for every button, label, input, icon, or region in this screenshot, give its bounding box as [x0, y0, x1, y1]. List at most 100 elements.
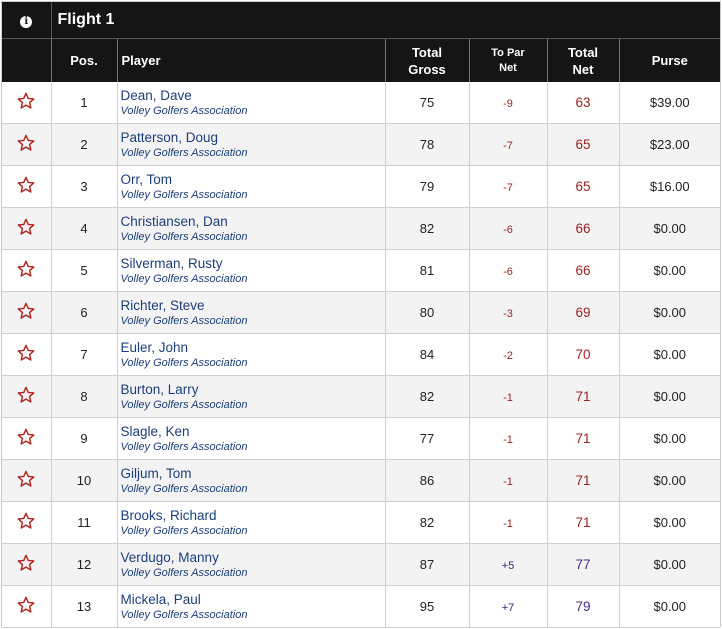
total-net-value: 79	[575, 599, 591, 614]
purse-cell: $0.00	[619, 249, 721, 292]
player-name-link[interactable]: Brooks, Richard	[120, 508, 217, 523]
table-row: 9 Slagle, Ken Volley Golfers Association…	[2, 417, 721, 460]
purse-cell: $0.00	[619, 291, 721, 334]
star-icon[interactable]	[16, 385, 36, 405]
player-name-link[interactable]: Verdugo, Manny	[120, 550, 219, 565]
player-cell: Burton, Larry Volley Golfers Association	[117, 375, 386, 418]
purse-cell: $16.00	[619, 165, 721, 208]
column-header-to-par-net[interactable]: To Par Net	[469, 38, 548, 82]
table-row: 7 Euler, John Volley Golfers Association…	[2, 333, 721, 376]
total-net-cell: 71	[547, 417, 620, 460]
position-cell: 1	[51, 82, 118, 124]
star-icon[interactable]	[16, 427, 36, 447]
total-net-value: 71	[575, 473, 591, 488]
column-header-purse[interactable]: Purse	[619, 38, 721, 82]
info-icon[interactable]: i	[20, 16, 33, 28]
purse-cell: $0.00	[619, 207, 721, 250]
table-row: 10 Giljum, Tom Volley Golfers Associatio…	[2, 459, 721, 502]
total-gross-cell: 82	[385, 207, 470, 250]
player-club: Volley Golfers Association	[120, 315, 248, 327]
table-row: 6 Richter, Steve Volley Golfers Associat…	[2, 291, 721, 334]
star-icon[interactable]	[16, 469, 36, 489]
player-name-link[interactable]: Dean, Dave	[120, 88, 192, 103]
player-club: Volley Golfers Association	[120, 147, 248, 159]
position-cell: 8	[51, 375, 118, 418]
to-par-net-cell: -1	[469, 459, 548, 502]
player-name-link[interactable]: Silverman, Rusty	[120, 256, 223, 271]
star-icon[interactable]	[16, 343, 36, 363]
player-club: Volley Golfers Association	[120, 609, 248, 621]
to-par-value: -2	[503, 350, 513, 362]
total-gross-cell: 87	[385, 543, 470, 586]
player-club: Volley Golfers Association	[120, 441, 248, 453]
to-par-net-cell: -9	[469, 82, 548, 124]
total-gross-cell: 79	[385, 165, 470, 208]
player-club: Volley Golfers Association	[120, 231, 248, 243]
player-name-link[interactable]: Burton, Larry	[120, 382, 199, 397]
star-icon[interactable]	[16, 553, 36, 573]
total-net-cell: 71	[547, 501, 620, 544]
favorite-cell	[2, 165, 52, 208]
to-par-value: -6	[503, 224, 513, 236]
star-icon[interactable]	[16, 595, 36, 615]
total-gross-cell: 81	[385, 249, 470, 292]
star-icon[interactable]	[16, 259, 36, 279]
total-gross-cell: 86	[385, 459, 470, 502]
info-button[interactable]: i	[2, 2, 52, 39]
player-name-link[interactable]: Richter, Steve	[120, 298, 205, 313]
total-gross-cell: 82	[385, 501, 470, 544]
favorite-cell	[2, 291, 52, 334]
total-gross-cell: 84	[385, 333, 470, 376]
leaderboard-body: 1 Dean, Dave Volley Golfers Association …	[2, 82, 721, 628]
to-par-net-cell: -1	[469, 501, 548, 544]
total-net-value: 63	[575, 95, 591, 110]
column-header-total-gross[interactable]: Total Gross	[385, 38, 470, 82]
player-club: Volley Golfers Association	[120, 525, 248, 537]
position-cell: 7	[51, 333, 118, 376]
total-net-cell: 79	[547, 585, 620, 628]
total-net-cell: 63	[547, 82, 620, 124]
column-header-total-gross-line2: Gross	[408, 61, 446, 77]
total-net-value: 71	[575, 515, 591, 530]
player-club: Volley Golfers Association	[120, 357, 248, 369]
star-icon[interactable]	[16, 133, 36, 153]
column-header-total-net-line2: Net	[572, 61, 594, 77]
star-icon[interactable]	[16, 301, 36, 321]
favorite-cell	[2, 249, 52, 292]
to-par-net-cell: -6	[469, 207, 548, 250]
position-cell: 11	[51, 501, 118, 544]
position-cell: 4	[51, 207, 118, 250]
total-gross-cell: 77	[385, 417, 470, 460]
to-par-net-cell: +7	[469, 585, 548, 628]
player-name-link[interactable]: Euler, John	[120, 340, 189, 355]
player-name-link[interactable]: Giljum, Tom	[120, 466, 192, 481]
total-net-value: 66	[575, 263, 591, 278]
player-name-link[interactable]: Orr, Tom	[120, 172, 173, 187]
player-name-link[interactable]: Slagle, Ken	[120, 424, 190, 439]
player-name-link[interactable]: Christiansen, Dan	[120, 214, 228, 229]
star-icon[interactable]	[16, 91, 36, 111]
star-icon[interactable]	[16, 511, 36, 531]
player-name-link[interactable]: Patterson, Doug	[120, 130, 219, 145]
column-header-player[interactable]: Player	[117, 38, 386, 82]
column-header-total-net[interactable]: Total Net	[547, 38, 620, 82]
player-name-link[interactable]: Mickela, Paul	[120, 592, 201, 607]
star-icon[interactable]	[16, 217, 36, 237]
to-par-value: -7	[503, 182, 513, 194]
favorite-cell	[2, 585, 52, 628]
to-par-net-cell: -3	[469, 291, 548, 334]
purse-cell: $0.00	[619, 459, 721, 502]
total-net-value: 71	[575, 431, 591, 446]
total-gross-cell: 82	[385, 375, 470, 418]
total-net-value: 70	[575, 347, 591, 362]
position-cell: 3	[51, 165, 118, 208]
total-net-cell: 69	[547, 291, 620, 334]
total-net-value: 66	[575, 221, 591, 236]
column-header-pos[interactable]: Pos.	[51, 38, 118, 82]
table-row: 2 Patterson, Doug Volley Golfers Associa…	[2, 123, 721, 166]
star-icon[interactable]	[16, 175, 36, 195]
player-cell: Silverman, Rusty Volley Golfers Associat…	[117, 249, 386, 292]
to-par-value: +7	[501, 602, 515, 614]
to-par-net-cell: -1	[469, 375, 548, 418]
column-header-total-gross-line1: Total	[411, 44, 443, 60]
